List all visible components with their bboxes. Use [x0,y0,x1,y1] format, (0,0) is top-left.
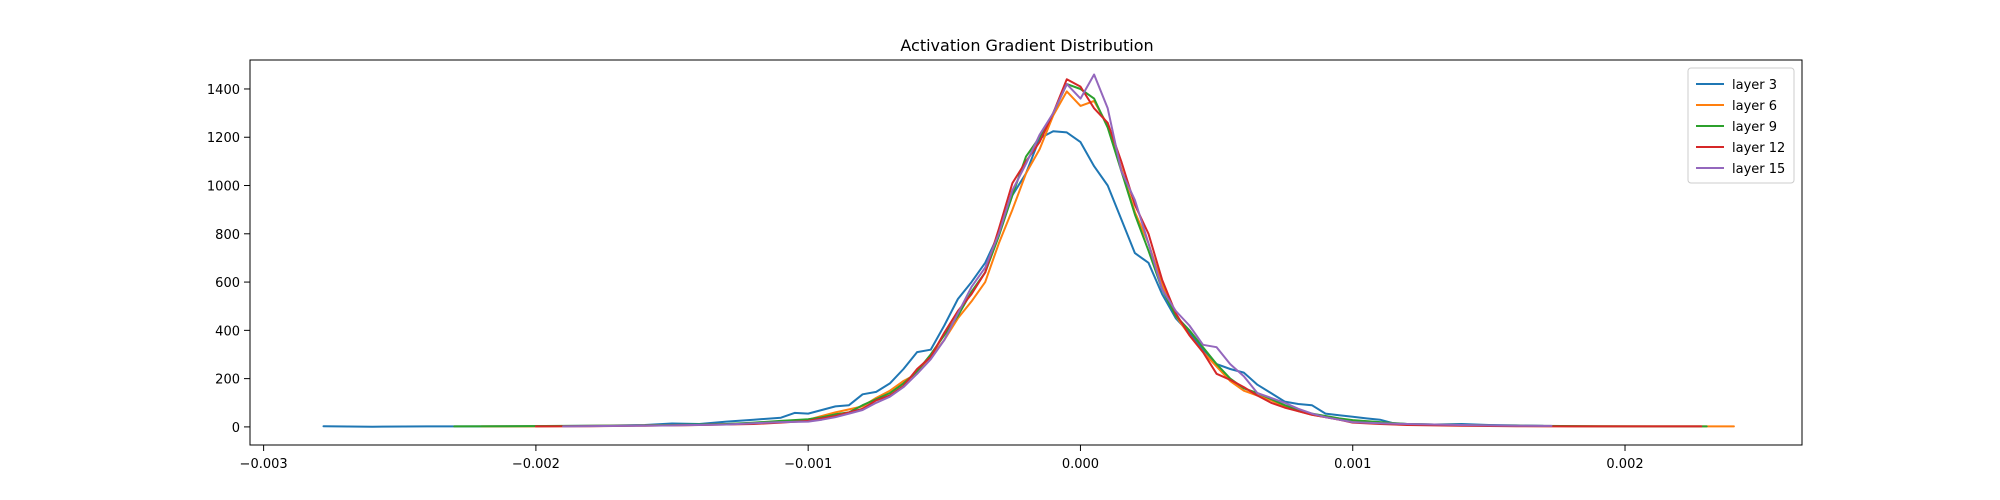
x-tick-label: 0.002 [1606,457,1643,472]
series-line-layer-15 [562,73,1553,428]
legend-label: layer 12 [1732,141,1785,156]
legend-box [1687,67,1795,184]
plot-area [249,59,1803,446]
legend-label: layer 15 [1732,162,1785,177]
x-tick-label: 0.001 [1334,457,1371,472]
legend-label: layer 3 [1732,78,1777,93]
x-tick-label: −0.001 [784,457,832,472]
legend-label: layer 6 [1732,99,1777,114]
legend-label: layer 9 [1732,120,1777,135]
y-tick-label: 1200 [207,131,240,146]
legend: layer 3 layer 6 layer 9 layer 12 layer 15 [1687,67,1795,184]
y-axis: 0 200 400 600 800 1000 1200 1400 [207,83,250,436]
series-line-layer-3 [322,130,1545,428]
x-tick-label: −0.002 [512,457,560,472]
plot-frame [250,60,1802,445]
y-tick-label: 600 [215,276,240,291]
y-tick-label: 200 [215,373,240,388]
x-axis: −0.003 −0.002 −0.001 0.000 0.001 0.002 [240,445,1644,472]
series-layer [322,73,1735,428]
series-line-layer-9 [453,83,1708,428]
chart-title: Activation Gradient Distribution [900,36,1153,55]
y-tick-label: 800 [215,228,240,243]
x-tick-label: −0.003 [240,457,288,472]
y-tick-label: 1400 [207,83,240,98]
y-tick-label: 1000 [207,180,240,195]
plot-border [249,59,1803,446]
y-tick-label: 0 [232,421,240,436]
y-tick-label: 400 [215,324,240,339]
x-tick-label: 0.000 [1062,457,1099,472]
